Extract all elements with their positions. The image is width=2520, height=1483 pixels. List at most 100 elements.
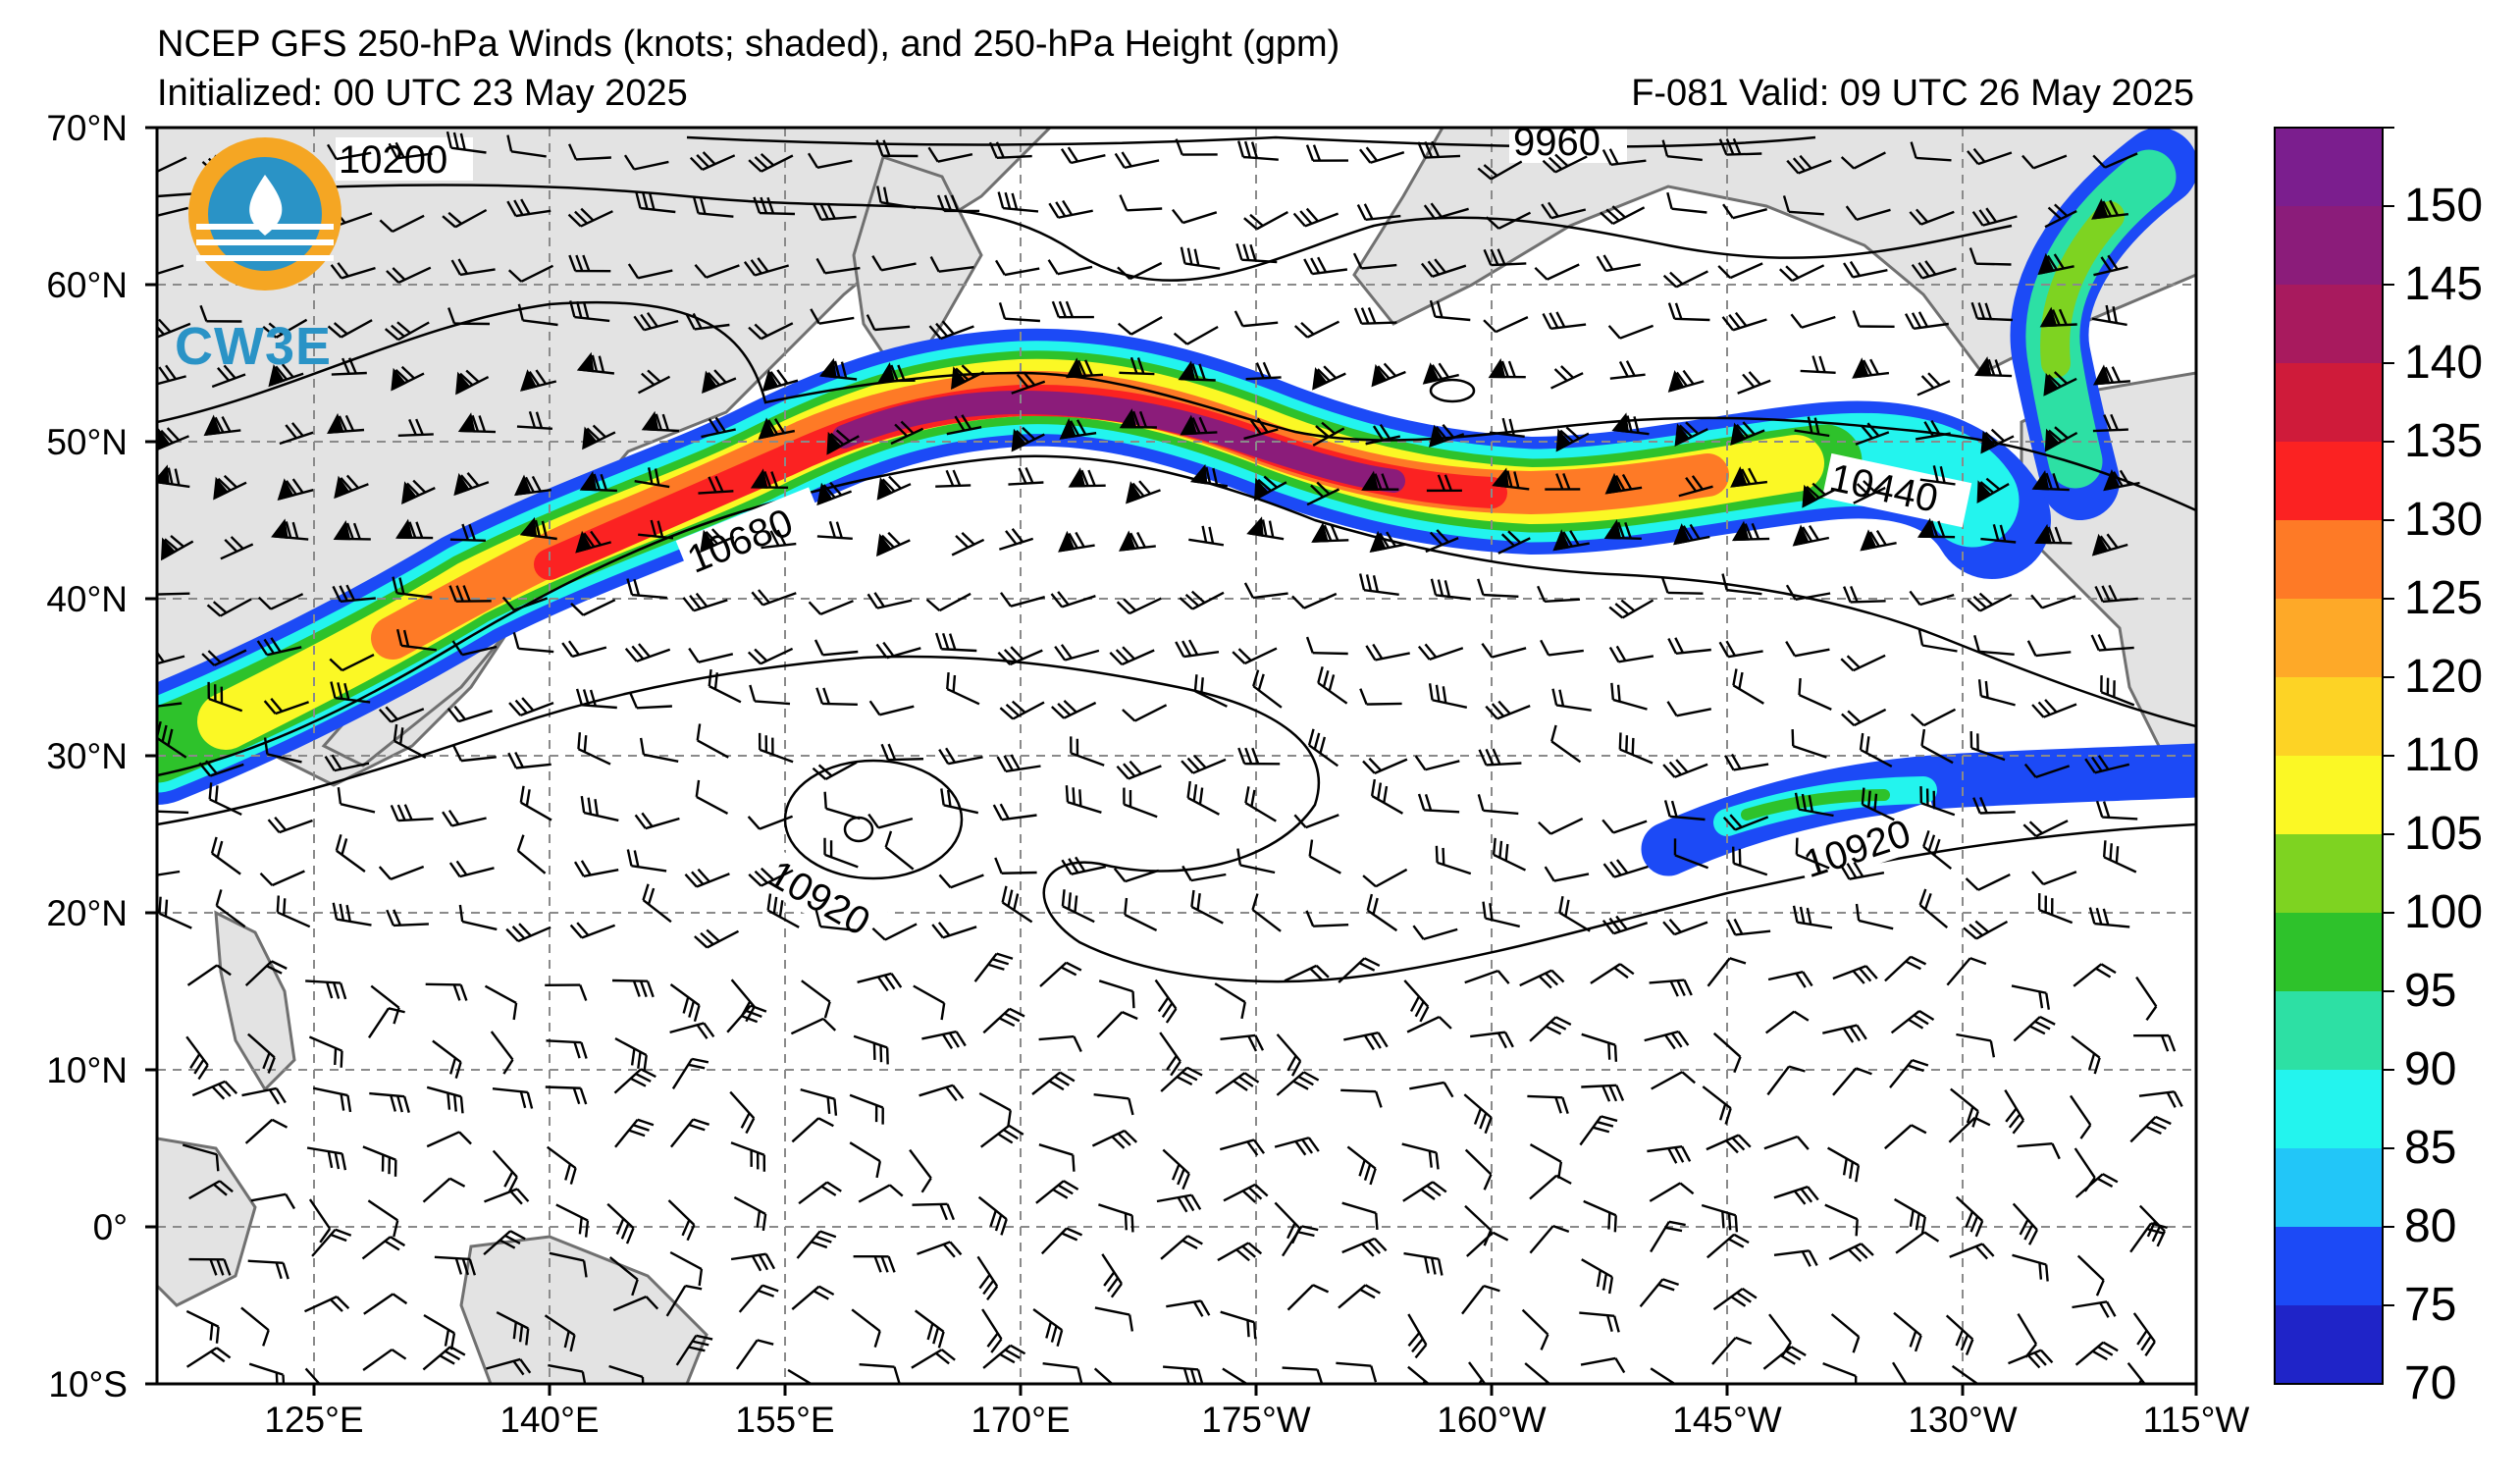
wind-barb [1662, 270, 1708, 289]
wind-barb [914, 1309, 945, 1349]
wind-barb [157, 702, 183, 710]
wind-barb [669, 983, 701, 1023]
wind-barb [1540, 639, 1584, 657]
wind-barb [1166, 1299, 1211, 1317]
wind-barb [519, 516, 557, 541]
contour-label-10200: 10200 [339, 138, 447, 182]
wind-barb [996, 754, 1041, 773]
wind-barb [1731, 520, 1770, 542]
wind-barb [2037, 893, 2074, 925]
wind-barb [1116, 760, 1162, 780]
wind-barb [1977, 679, 2016, 707]
wind-barb [951, 531, 985, 556]
wind-barb [276, 895, 311, 928]
wind-barb [761, 529, 797, 550]
colorbar-label-70: 70 [2404, 1357, 2457, 1409]
colorbar-segment [2275, 991, 2383, 1071]
wind-barb [743, 257, 790, 277]
wind-barb [1243, 417, 1279, 441]
wind-barb [1420, 258, 1467, 278]
wind-barb [1663, 800, 1706, 821]
wind-barb [1483, 248, 1527, 267]
wind-barb [1365, 423, 1401, 446]
wind-barb [198, 760, 244, 777]
wind-barb [1492, 467, 1530, 491]
wind-barb [1406, 1015, 1452, 1033]
wind-barb [2091, 304, 2127, 327]
wind-barb [1967, 147, 2013, 166]
wind-barb [1254, 475, 1287, 502]
wind-barb [2021, 154, 2068, 170]
wind-barb [1465, 1231, 1509, 1257]
wind-barb [206, 598, 252, 617]
wind-barb [730, 1252, 776, 1272]
wind-barb [327, 319, 373, 339]
wind-barb [1189, 463, 1229, 488]
wind-barb [186, 964, 232, 986]
wind-barb [853, 1254, 896, 1273]
lat-label-60n: 60°N [46, 265, 128, 305]
wind-barb [1096, 1011, 1138, 1038]
wind-barb [1524, 1362, 1553, 1384]
colorbar-segment [2275, 285, 2383, 364]
wind-barb [1884, 1124, 1927, 1150]
land-philippines [214, 910, 296, 1092]
wind-barb [867, 813, 914, 829]
wind-barb [2135, 976, 2158, 1022]
wind-barb [1792, 524, 1830, 547]
colorbar-segment [2275, 128, 2383, 207]
wind-barb [1274, 1137, 1320, 1156]
wind-barb [335, 833, 366, 873]
wind-barb [1119, 530, 1156, 552]
wind-barb [1303, 256, 1348, 276]
wind-barb [1980, 428, 2015, 454]
wind-barb [379, 214, 425, 234]
wind-barb [569, 300, 610, 323]
wind-barb [1967, 592, 2013, 612]
wind-barb [1919, 465, 1956, 486]
contour-10920-west [157, 655, 2196, 983]
wind-barb [999, 592, 1046, 608]
wind-barb [1920, 728, 1954, 765]
wind-barb [1827, 1146, 1861, 1183]
wind-barb [391, 365, 425, 392]
wind-barb [1610, 682, 1648, 711]
wind-barb [1048, 199, 1093, 219]
wind-barb [368, 1007, 405, 1038]
wind-barb [455, 369, 490, 396]
wind-barb [642, 883, 672, 924]
wind-barb [1970, 301, 2013, 322]
wind-barb [1371, 362, 1406, 388]
wind-barb [277, 478, 314, 502]
wind-barb [1773, 1249, 1818, 1267]
cw3e-logo-text: CW3E [175, 317, 333, 376]
wind-barb [1091, 1129, 1138, 1149]
wind-barb [457, 412, 497, 434]
colorbar-segment [2275, 520, 2383, 600]
wind-barb [1307, 728, 1339, 768]
wind-barb [608, 1256, 639, 1297]
wind-barb [2103, 468, 2140, 492]
contour-10440 [157, 300, 2196, 512]
wind-barb [1607, 324, 1654, 340]
wind-barb [1674, 421, 1708, 448]
wind-barb [1724, 753, 1769, 771]
wind-barb [1832, 965, 1878, 984]
wind-barb [1401, 1142, 1440, 1170]
wind-barb [1853, 480, 1886, 504]
wind-barb [263, 697, 309, 715]
wind-barb [1852, 357, 1890, 379]
wind-barb [1701, 1203, 1739, 1233]
wind-barb [367, 1199, 399, 1238]
wind-barb [333, 519, 371, 541]
wind-barb [1234, 310, 1279, 328]
colorbar-label-120: 120 [2404, 651, 2484, 703]
wind-barb [1782, 195, 1824, 216]
wind-barb [1795, 837, 1830, 870]
wind-barb [257, 593, 304, 610]
wind-barb [695, 779, 729, 815]
wind-barb [1919, 786, 1956, 817]
wind-barb [1666, 191, 1707, 214]
wind-barb [1305, 144, 1349, 162]
wind-barb [1527, 1094, 1569, 1114]
